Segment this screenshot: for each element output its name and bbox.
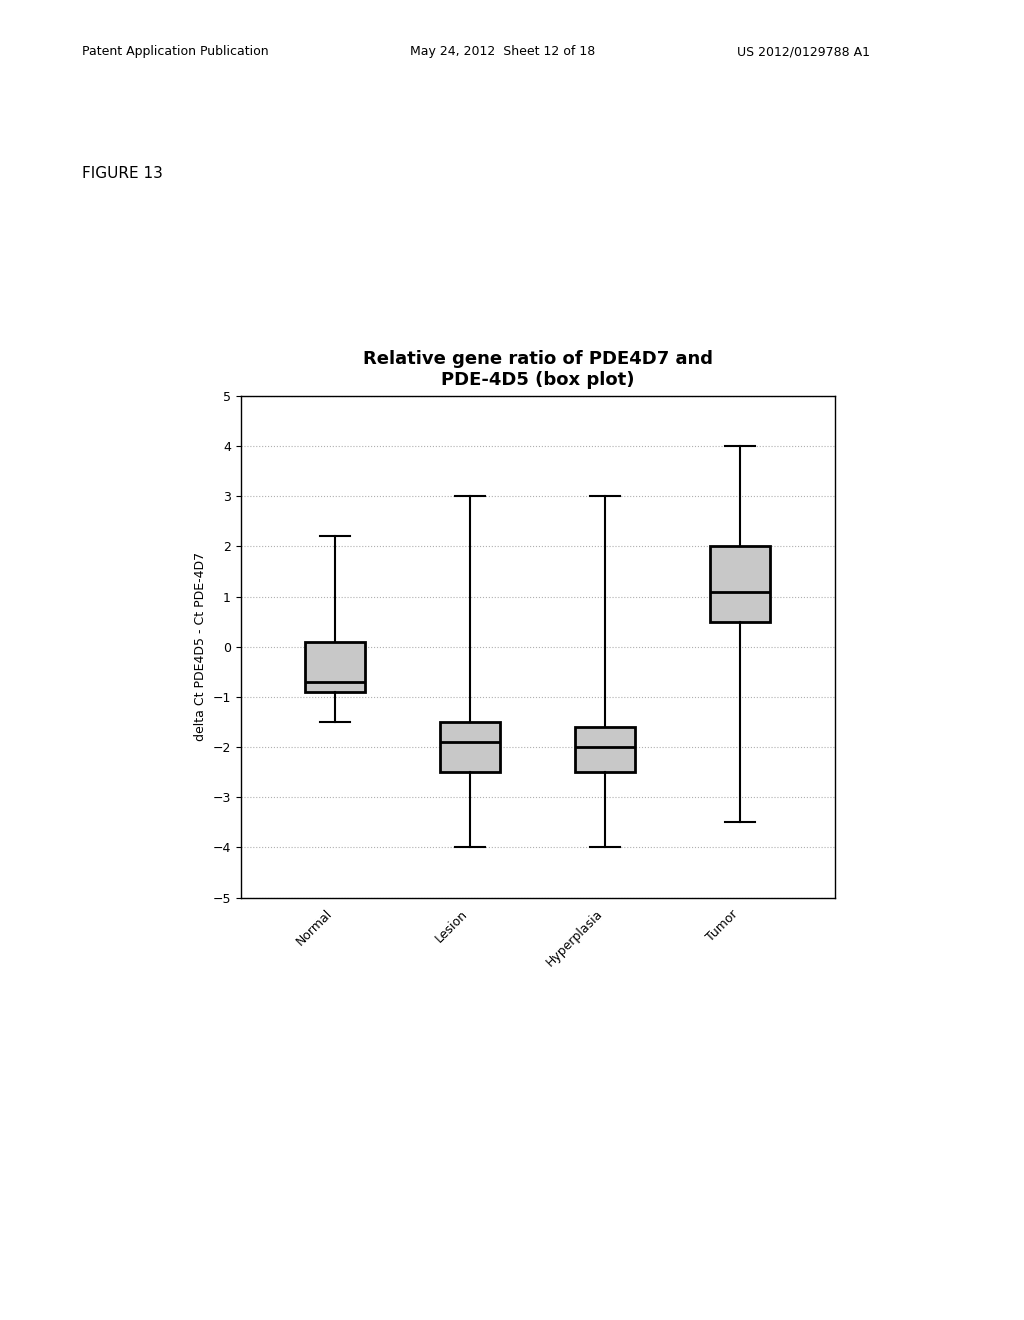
Text: US 2012/0129788 A1: US 2012/0129788 A1 <box>737 45 870 58</box>
PathPatch shape <box>574 727 636 772</box>
PathPatch shape <box>710 546 770 622</box>
Text: May 24, 2012  Sheet 12 of 18: May 24, 2012 Sheet 12 of 18 <box>410 45 595 58</box>
PathPatch shape <box>305 642 366 692</box>
Text: FIGURE 13: FIGURE 13 <box>82 166 163 181</box>
Y-axis label: delta Ct PDE4D5 - Ct PDE-4D7: delta Ct PDE4D5 - Ct PDE-4D7 <box>194 552 207 742</box>
Text: Patent Application Publication: Patent Application Publication <box>82 45 268 58</box>
PathPatch shape <box>439 722 501 772</box>
Title: Relative gene ratio of PDE4D7 and
PDE-4D5 (box plot): Relative gene ratio of PDE4D7 and PDE-4D… <box>362 350 713 389</box>
